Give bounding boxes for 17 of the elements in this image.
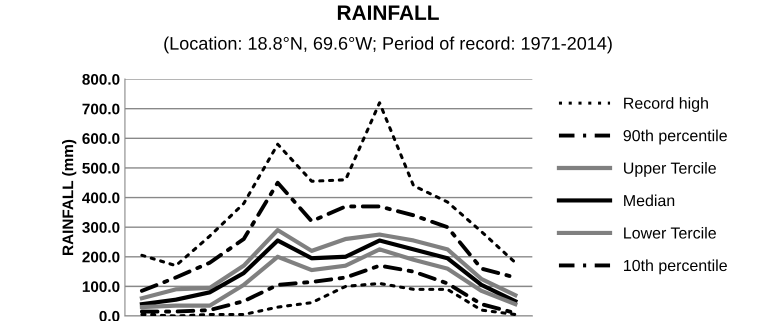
legend-label: Upper Tercile xyxy=(624,162,716,177)
chart-subtitle: (Location: 18.8°N, 69.6°W; Period of record: 1971-2014) xyxy=(164,36,612,54)
chart-title: RAINFALL xyxy=(338,6,439,20)
legend-label: 10th percentile xyxy=(624,259,727,274)
legend-label: Record high xyxy=(624,97,708,112)
y-tick-label: 400.0 xyxy=(82,192,120,204)
y-tick-label: 300.0 xyxy=(82,222,120,233)
y-tick-label: 700.0 xyxy=(82,104,120,114)
y-tick-label: 800.0 xyxy=(82,74,120,85)
y-tick-label: 500.0 xyxy=(82,162,120,174)
y-tick-label: 600.0 xyxy=(82,133,120,144)
y-tick-label: 200.0 xyxy=(82,252,120,262)
legend-label: 90th percentile xyxy=(624,130,727,144)
y-axis-title: RAINFALL (mm) xyxy=(62,140,76,255)
y-tick-label: 100.0 xyxy=(82,281,120,292)
legend-label: Lower Tercile xyxy=(624,226,716,239)
legend-label: Median xyxy=(624,194,674,206)
